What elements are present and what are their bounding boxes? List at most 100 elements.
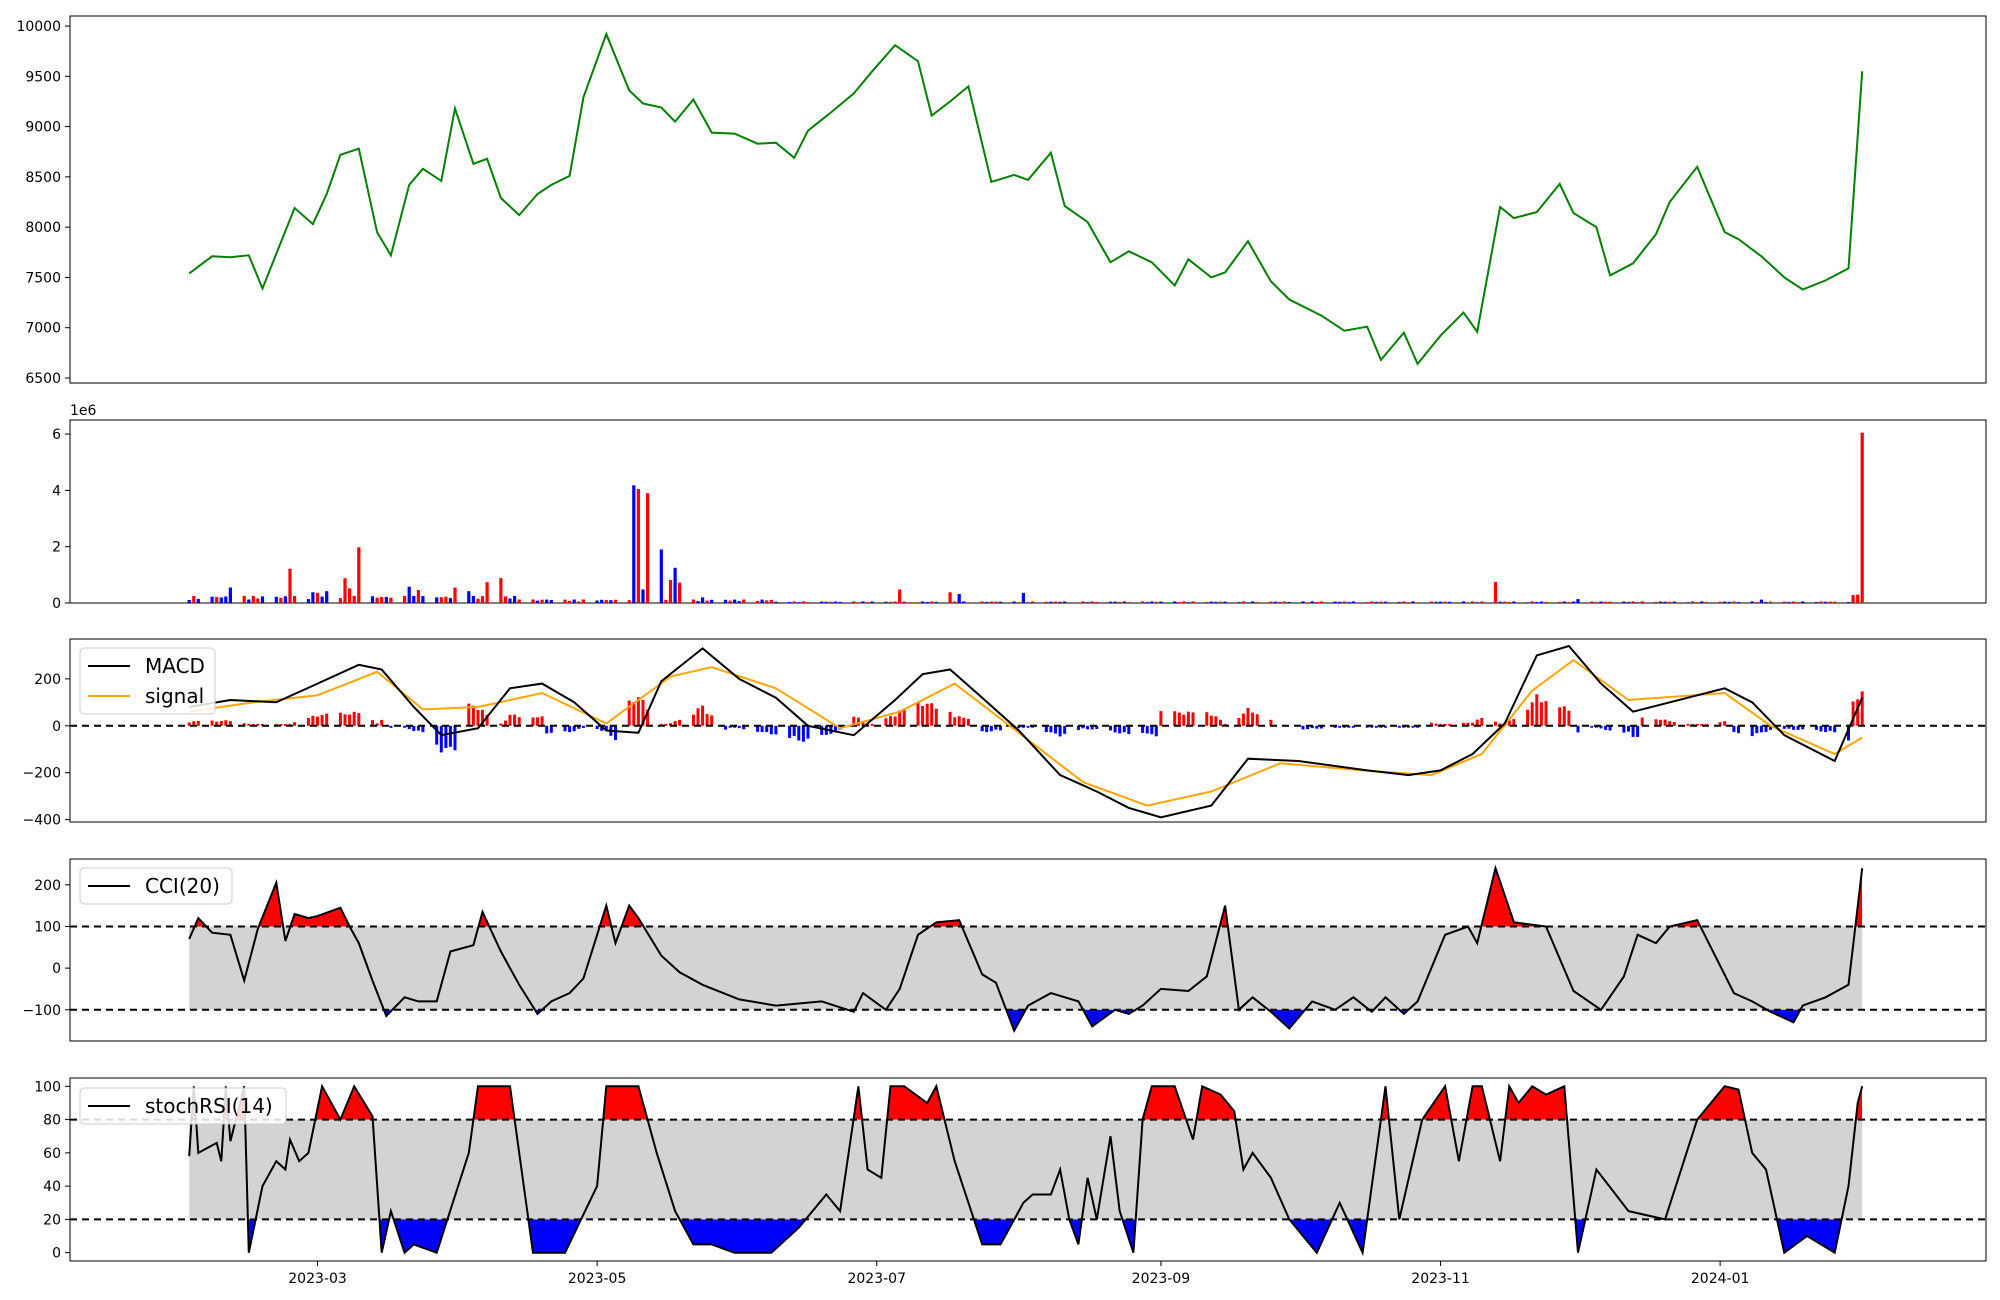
volume-bar: [1539, 601, 1543, 603]
volume-bar: [228, 587, 232, 603]
volume-bar: [439, 597, 443, 603]
volume-bar: [1750, 601, 1754, 603]
macd-histogram-bar: [481, 709, 484, 726]
volume-bar: [1493, 581, 1498, 603]
volume-bar: [1108, 601, 1113, 603]
macd-histogram-bar: [485, 714, 489, 726]
stochrsi-legend-label: stochRSI(14): [145, 1094, 273, 1118]
volume-bar: [710, 599, 714, 603]
macd-histogram-bar: [774, 725, 778, 735]
volume-bar: [1173, 601, 1177, 603]
macd-histogram-bar: [1512, 719, 1516, 726]
volume-bar: [1471, 601, 1475, 603]
macd-histogram-bar: [1796, 725, 1800, 730]
macd-histogram-bar: [348, 714, 352, 726]
volume-bar: [989, 601, 993, 603]
volume-bar: [517, 599, 521, 603]
volume-bar: [407, 586, 411, 603]
volume-bar: [957, 594, 961, 603]
macd-legend-label: MACD: [145, 654, 205, 678]
macd-histogram-bar: [1562, 706, 1566, 726]
volume-bar: [737, 601, 741, 603]
volume-bar: [1095, 601, 1099, 603]
volume-bar: [1310, 601, 1314, 603]
volume-bar: [948, 592, 952, 603]
volume-bar: [861, 601, 865, 603]
macd-histogram-bar: [210, 720, 214, 726]
volume-bar: [673, 567, 677, 603]
volume-bar: [1590, 601, 1594, 603]
volume-bar: [1636, 602, 1640, 603]
macd-histogram-bar: [1141, 725, 1145, 733]
volume-bar: [1824, 601, 1828, 603]
volume-bar: [1663, 601, 1667, 603]
volume-bar: [315, 592, 320, 603]
macd-histogram-bar: [215, 721, 219, 726]
y-tick-label: 9500: [25, 69, 61, 85]
volume-bar: [187, 600, 191, 603]
macd-histogram-bar: [801, 725, 805, 742]
volume-bar: [994, 601, 998, 603]
macd-histogram-bar: [934, 708, 938, 726]
volume-bar: [1801, 601, 1805, 603]
volume-bar: [756, 600, 760, 603]
volume-bar: [1562, 601, 1566, 603]
volume-bar: [1370, 601, 1374, 603]
stochrsi-panel: 0 20 40 60 80 100 stochRSI(14): [34, 1077, 1987, 1262]
macd-histogram-bar: [884, 718, 888, 726]
macd-histogram-bar: [1544, 701, 1548, 726]
macd-histogram-bar: [219, 720, 223, 726]
volume-bar: [1567, 602, 1571, 603]
macd-histogram-bar: [710, 715, 714, 726]
volume-bar: [1466, 602, 1470, 603]
volume-bar: [545, 599, 549, 603]
macd-histogram-bar: [1700, 723, 1704, 726]
volume-bar: [1668, 601, 1672, 603]
macd-histogram-bar: [1191, 712, 1195, 726]
y-tick-label: 7500: [25, 270, 61, 286]
volume-bar: [1218, 601, 1223, 603]
macd-histogram-bar: [444, 725, 448, 748]
macd-histogram-bar: [1443, 723, 1447, 726]
macd-histogram-bar: [1567, 710, 1571, 726]
macd-histogram-bar: [1118, 725, 1122, 734]
macd-legend-box: [79, 647, 216, 715]
volume-bar: [1856, 594, 1860, 603]
macd-histogram-bar: [1255, 714, 1259, 726]
macd-histogram-bar: [705, 714, 709, 726]
volume-bar: [1021, 592, 1025, 603]
volume-bar: [1374, 601, 1378, 603]
macd-histogram-bar: [1150, 725, 1154, 735]
volume-bar: [1654, 601, 1658, 603]
volume-bar: [403, 596, 407, 603]
volume-bar: [210, 596, 214, 603]
volume-bar: [568, 600, 572, 603]
volume-bar: [1186, 602, 1190, 603]
macd-histogram-bar: [673, 721, 677, 726]
volume-bar: [1434, 601, 1438, 603]
volume-bar: [1416, 602, 1420, 603]
y-tick-label: 0: [52, 596, 61, 612]
macd-histogram-bar: [834, 725, 837, 731]
volume-bar: [1530, 601, 1534, 603]
volume-bar: [1787, 601, 1791, 603]
volume-bar: [435, 597, 439, 603]
macd-histogram-bar: [696, 708, 700, 726]
y-tick-label: 9000: [25, 120, 61, 136]
volume-bar: [962, 601, 966, 603]
macd-histogram-bar: [508, 714, 512, 726]
volume-bar: [389, 597, 393, 603]
volume-bar: [196, 598, 200, 603]
macd-histogram-bar: [1759, 725, 1763, 733]
y-tick-label: 2: [52, 540, 61, 556]
volume-bar: [1691, 601, 1695, 603]
volume-bar: [1287, 602, 1291, 603]
macd-histogram-bar: [889, 716, 892, 726]
macd-histogram-bar: [985, 725, 989, 733]
macd-histogram-bar: [948, 711, 952, 726]
volume-bar: [797, 602, 801, 603]
volume-bar: [760, 599, 764, 603]
volume-bar: [274, 596, 278, 603]
volume-bar: [856, 602, 860, 603]
volume-bar: [1512, 601, 1516, 603]
